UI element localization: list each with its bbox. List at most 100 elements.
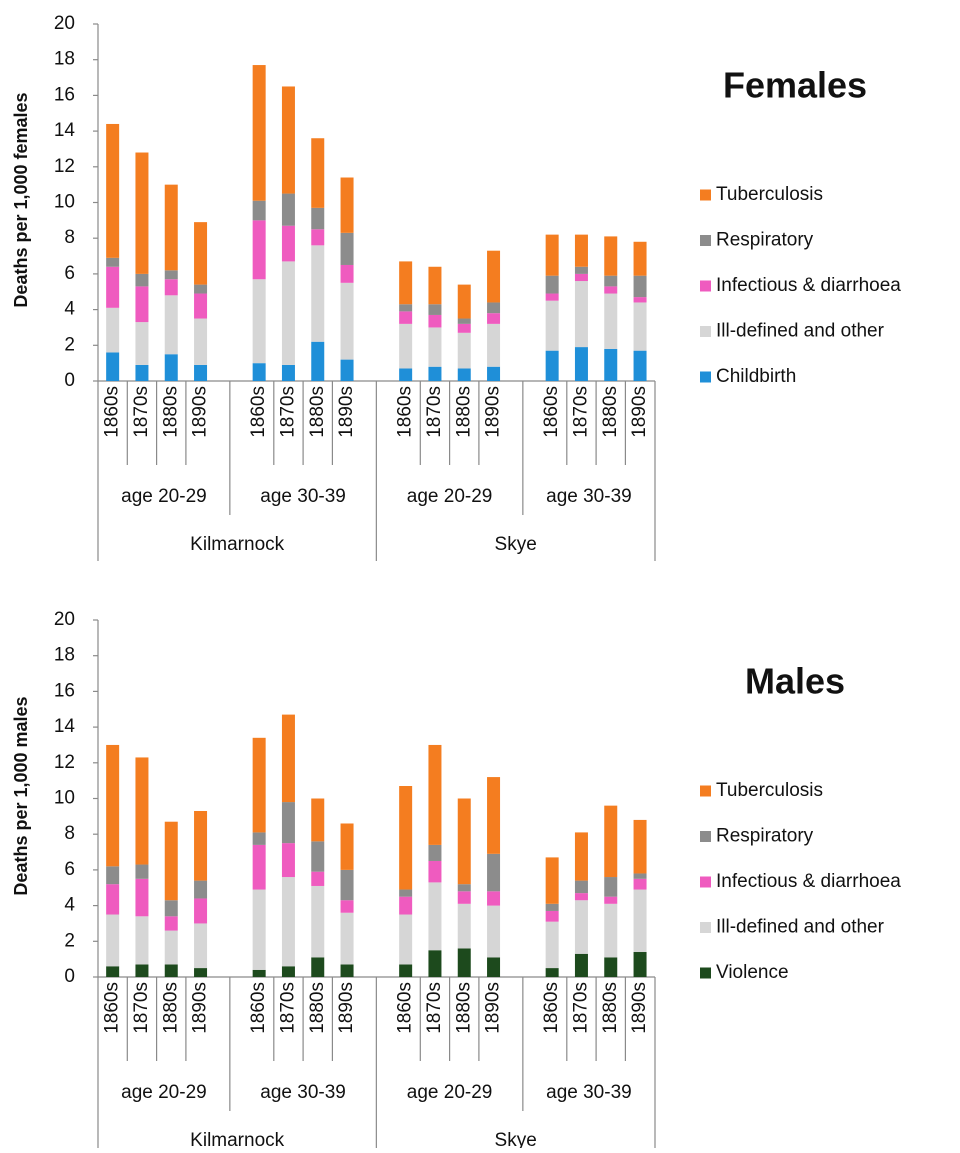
x-tick-label: 1870s [570,386,591,438]
y-tick-label: 14 [54,716,76,737]
bar-segment [106,266,120,308]
bar-segment [633,873,647,879]
bar-segment [428,327,442,367]
bar-segment [604,348,618,381]
bar-segment [428,882,442,951]
bar-segment [252,363,266,381]
legend-label: Ill-defined and other [716,321,885,342]
bar-segment [604,293,618,349]
bar-segment [135,364,149,381]
bar-segment [194,880,208,899]
bar-segment [399,786,413,890]
x-tick-label: 1860s [395,386,416,438]
x-tick-label: 1860s [395,982,416,1034]
bar-segment [281,364,295,381]
bar-segment [604,877,618,897]
legend-label: Tuberculosis [716,184,823,205]
bar-segment [106,866,120,885]
x-tick-label: 1870s [131,386,152,438]
age-group-label: age 30-39 [546,486,632,507]
bar-segment [311,841,325,872]
bar-segment [135,322,149,365]
bar-segment [487,957,501,977]
bar-segment [106,257,120,267]
x-tick-label: 1870s [277,982,298,1034]
bar-segment [428,266,442,305]
y-tick-label: 18 [54,49,75,70]
x-tick-label: 1880s [453,386,474,438]
bar-segment [164,916,178,931]
bar-segment [487,366,501,381]
legend-swatch [700,326,711,337]
bar-segment [574,893,588,901]
bar-segment [457,332,471,369]
bar-segment [340,900,354,913]
y-tick-label: 0 [64,370,75,391]
x-tick-label: 1860s [102,982,123,1034]
bar-segment [399,914,413,965]
bar-segment [106,123,120,258]
legend-swatch [700,967,711,979]
bar-segment [194,293,208,319]
bar-segment [135,878,149,917]
bar-segment [428,950,442,977]
bar-segment [574,900,588,954]
bar-segment [545,293,559,301]
x-tick-label: 1880s [453,982,474,1034]
bar-segment [487,891,501,906]
x-tick-label: 1870s [424,386,445,438]
bar-segment [545,300,559,351]
legend-swatch [700,922,711,933]
bar-segment [545,857,559,904]
legend-label: Childbirth [716,366,796,387]
bar-segment [311,885,325,958]
bar-segment [252,200,266,221]
y-tick-label: 0 [64,966,75,987]
legend-label: Tuberculosis [716,780,823,801]
legend-label: Ill-defined and other [716,917,885,938]
age-group-label: age 20-29 [121,1082,207,1103]
bar-segment [281,843,295,878]
bar-segment [633,350,647,381]
y-tick-label: 12 [54,156,75,177]
bar-segment [457,323,471,333]
x-tick-label: 1890s [336,386,357,438]
bar-segment [399,896,413,915]
bar-segment [428,744,442,845]
age-group-label: age 30-39 [546,1082,632,1103]
bar-segment [604,896,618,904]
legend-swatch [700,235,711,246]
bar-segment [340,964,354,977]
bar-segment [311,229,325,246]
bar-segment [633,952,647,977]
x-tick-label: 1890s [483,982,504,1034]
legend-swatch [700,831,711,842]
bar-segment [457,798,471,885]
bar-segment [604,957,618,977]
bar-segment [604,236,618,276]
bar-segment [311,871,325,886]
bar-segment [633,889,647,953]
x-tick-label: 1870s [424,982,445,1034]
bar-segment [194,364,208,381]
bar-segment [311,957,325,977]
bar-segment [574,832,588,881]
bar-segment [633,819,647,874]
bar-segment [135,757,149,865]
bar-segment [604,286,618,294]
bar-segment [194,968,208,977]
bar-segment [340,912,354,965]
bar-segment [457,318,471,324]
chart-title: Females [723,65,867,106]
bar-segment [399,323,413,369]
bar-segment [252,737,266,833]
bar-segment [281,802,295,844]
bar-segment [164,821,178,901]
legend-swatch [700,280,711,292]
bar-segment [135,286,149,323]
bar-segment [574,953,588,977]
x-tick-label: 1880s [160,982,181,1034]
bar-segment [487,905,501,958]
bar-segment [399,964,413,977]
